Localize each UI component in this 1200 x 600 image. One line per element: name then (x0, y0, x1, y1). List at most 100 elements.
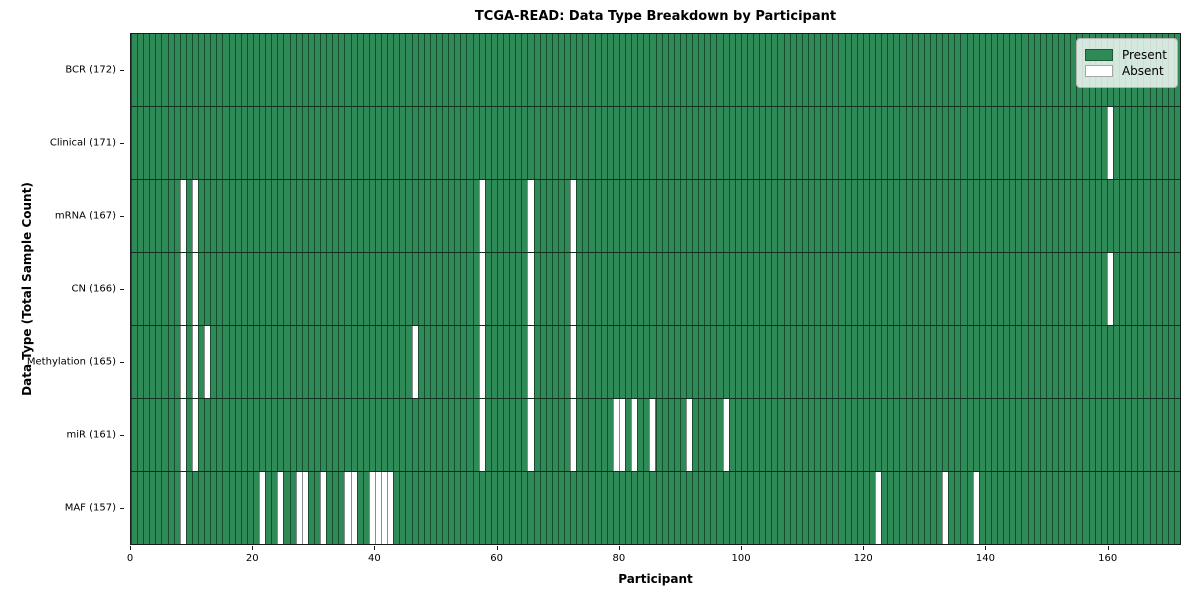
present-cell (612, 180, 619, 252)
present-cell (307, 472, 314, 544)
present-cell (887, 472, 894, 544)
present-cell (204, 472, 211, 544)
present-cell (1125, 107, 1132, 179)
present-cell (704, 326, 711, 398)
present-cell (320, 180, 327, 252)
present-cell (240, 180, 247, 252)
present-cell (539, 326, 546, 398)
present-cell (576, 180, 583, 252)
present-cell (948, 253, 955, 325)
present-cell (600, 472, 607, 544)
present-cell (972, 399, 979, 471)
present-cell (814, 253, 821, 325)
present-cell (405, 107, 412, 179)
present-cell (582, 399, 589, 471)
present-cell (746, 399, 754, 471)
present-cell (1058, 34, 1065, 106)
present-cell (582, 107, 589, 179)
present-cell (1058, 326, 1065, 398)
present-cell (411, 107, 418, 179)
present-cell (692, 326, 699, 398)
present-cell (807, 180, 815, 252)
present-cell (173, 34, 180, 106)
present-cell (881, 472, 888, 544)
present-cell (228, 399, 235, 471)
present-cell (923, 472, 930, 544)
present-cell (777, 180, 784, 252)
present-cell (442, 180, 449, 252)
present-cell (1131, 326, 1138, 398)
present-cell (1070, 34, 1077, 106)
present-cell (271, 326, 278, 398)
present-cell (661, 472, 668, 544)
present-cell (868, 34, 876, 106)
present-cell (460, 253, 467, 325)
present-cell (990, 472, 998, 544)
present-cell (759, 472, 766, 544)
present-cell (234, 472, 241, 544)
present-cell (612, 326, 619, 398)
present-cell (716, 107, 723, 179)
present-cell (1015, 34, 1022, 106)
present-cell (503, 326, 510, 398)
present-cell (740, 399, 747, 471)
present-cell (929, 34, 937, 106)
x-tick-label-120: 120 (853, 553, 873, 564)
present-cell (1131, 472, 1138, 544)
present-cell (289, 34, 296, 106)
present-cell (649, 253, 656, 325)
present-cell (1155, 399, 1162, 471)
present-cell (588, 326, 595, 398)
present-cell (435, 107, 443, 179)
present-cell (1167, 107, 1174, 179)
row-Methylation (131, 326, 1180, 399)
present-cell (856, 107, 863, 179)
present-cell (374, 180, 382, 252)
present-cell (460, 107, 467, 179)
present-cell (1131, 107, 1138, 179)
present-cell (722, 253, 729, 325)
present-cell (265, 107, 272, 179)
present-cell (478, 472, 485, 544)
present-cell (246, 180, 253, 252)
present-cell (368, 180, 375, 252)
absent-cell (179, 253, 186, 325)
present-cell (710, 180, 717, 252)
present-cell (1039, 399, 1046, 471)
present-cell (252, 326, 260, 398)
present-cell (984, 253, 991, 325)
present-cell (527, 34, 534, 106)
present-cell (1112, 180, 1119, 252)
present-cell (850, 107, 857, 179)
present-cell (594, 34, 601, 106)
present-cell (405, 180, 412, 252)
present-cell (356, 107, 363, 179)
present-cell (893, 472, 900, 544)
present-cell (509, 326, 516, 398)
present-cell (942, 107, 949, 179)
present-cell (637, 399, 644, 471)
present-cell (435, 326, 443, 398)
present-cell (625, 180, 632, 252)
present-cell (1076, 107, 1083, 179)
present-cell (582, 326, 589, 398)
present-cell (734, 180, 741, 252)
present-cell (948, 326, 955, 398)
present-cell (625, 34, 632, 106)
present-cell (625, 253, 632, 325)
present-cell (442, 472, 449, 544)
present-cell (356, 399, 363, 471)
x-tick-label-60: 60 (490, 553, 503, 564)
x-tick-mark (1107, 546, 1109, 550)
present-cell (259, 34, 266, 106)
present-cell (429, 180, 436, 252)
present-cell (332, 34, 339, 106)
present-cell (234, 399, 241, 471)
absent-cell (277, 472, 284, 544)
present-cell (722, 180, 729, 252)
present-cell (716, 34, 723, 106)
present-cell (490, 399, 497, 471)
present-cell (515, 34, 522, 106)
present-cell (503, 253, 510, 325)
present-cell (740, 34, 747, 106)
